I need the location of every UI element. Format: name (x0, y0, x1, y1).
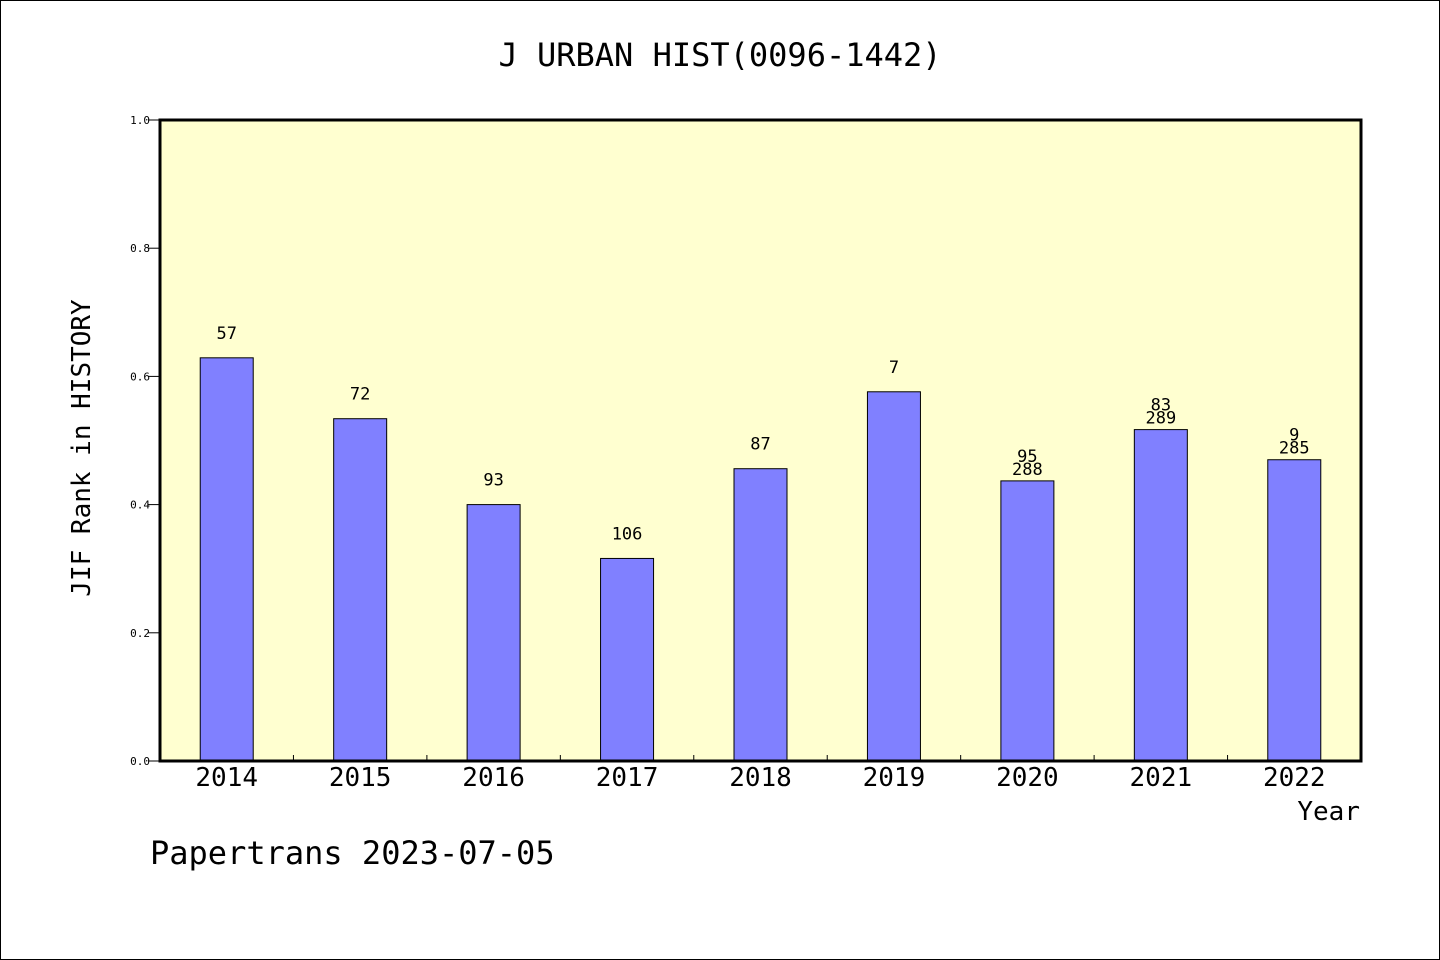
bar (1133, 429, 1188, 762)
bar-data-label: 7 (889, 358, 899, 378)
x-tick-label: 2022 (1263, 763, 1326, 793)
bar-data-label: 289 (1145, 409, 1176, 429)
bar (466, 504, 521, 762)
y-tick-label: 0.2 (130, 627, 150, 640)
x-axis-label: Year (1297, 797, 1360, 827)
y-tick-label: 0.0 (130, 755, 150, 768)
bar-data-label: 87 (750, 435, 770, 455)
y-tick-label: 1.0 (130, 114, 150, 127)
x-tick-label: 2017 (596, 763, 659, 793)
x-tick-label: 2014 (195, 763, 258, 793)
bar (733, 468, 788, 762)
bar-data-label: 95 (1017, 447, 1037, 467)
y-tick-label: 0.6 (130, 370, 150, 383)
bar-data-label: 57 (216, 324, 236, 344)
bar-data-label: 106 (612, 524, 643, 544)
bar-data-label: 285 (1279, 439, 1310, 459)
bars (199, 357, 1322, 762)
y-tick-label: 0.4 (130, 499, 150, 512)
chart-title: J URBAN HIST(0096-1442) (498, 36, 941, 74)
bar-data-label: 288 (1012, 460, 1043, 480)
x-tick-label: 2019 (863, 763, 926, 793)
y-tick-label: 0.8 (130, 242, 150, 255)
bar (600, 557, 655, 762)
bar (866, 391, 921, 762)
x-tick-label: 2021 (1130, 763, 1193, 793)
bar-data-label: 93 (483, 471, 503, 491)
footer-credit: Papertrans 2023-07-05 (150, 834, 555, 872)
bar-data-label: 72 (350, 385, 370, 405)
x-tick-label: 2020 (996, 763, 1059, 793)
bar (199, 357, 254, 762)
bar-data-label: 83 (1151, 396, 1171, 416)
x-tick-label: 2016 (462, 763, 525, 793)
bar (1000, 480, 1055, 762)
bar (1267, 459, 1322, 762)
bar-data-label: 9 (1289, 426, 1299, 446)
y-axis-label: JIF Rank in HISTORY (67, 299, 97, 597)
bar (333, 418, 388, 762)
y-axis: 0.0 0.2 0.4 0.6 0.8 1.0 (130, 114, 160, 768)
x-axis: 2014 2015 2016 2017 2018 2019 2020 2021 2022 (195, 755, 1326, 793)
plot-frame (158, 118, 1363, 763)
x-tick-label: 2018 (729, 763, 792, 793)
x-tick-label: 2015 (329, 763, 392, 793)
